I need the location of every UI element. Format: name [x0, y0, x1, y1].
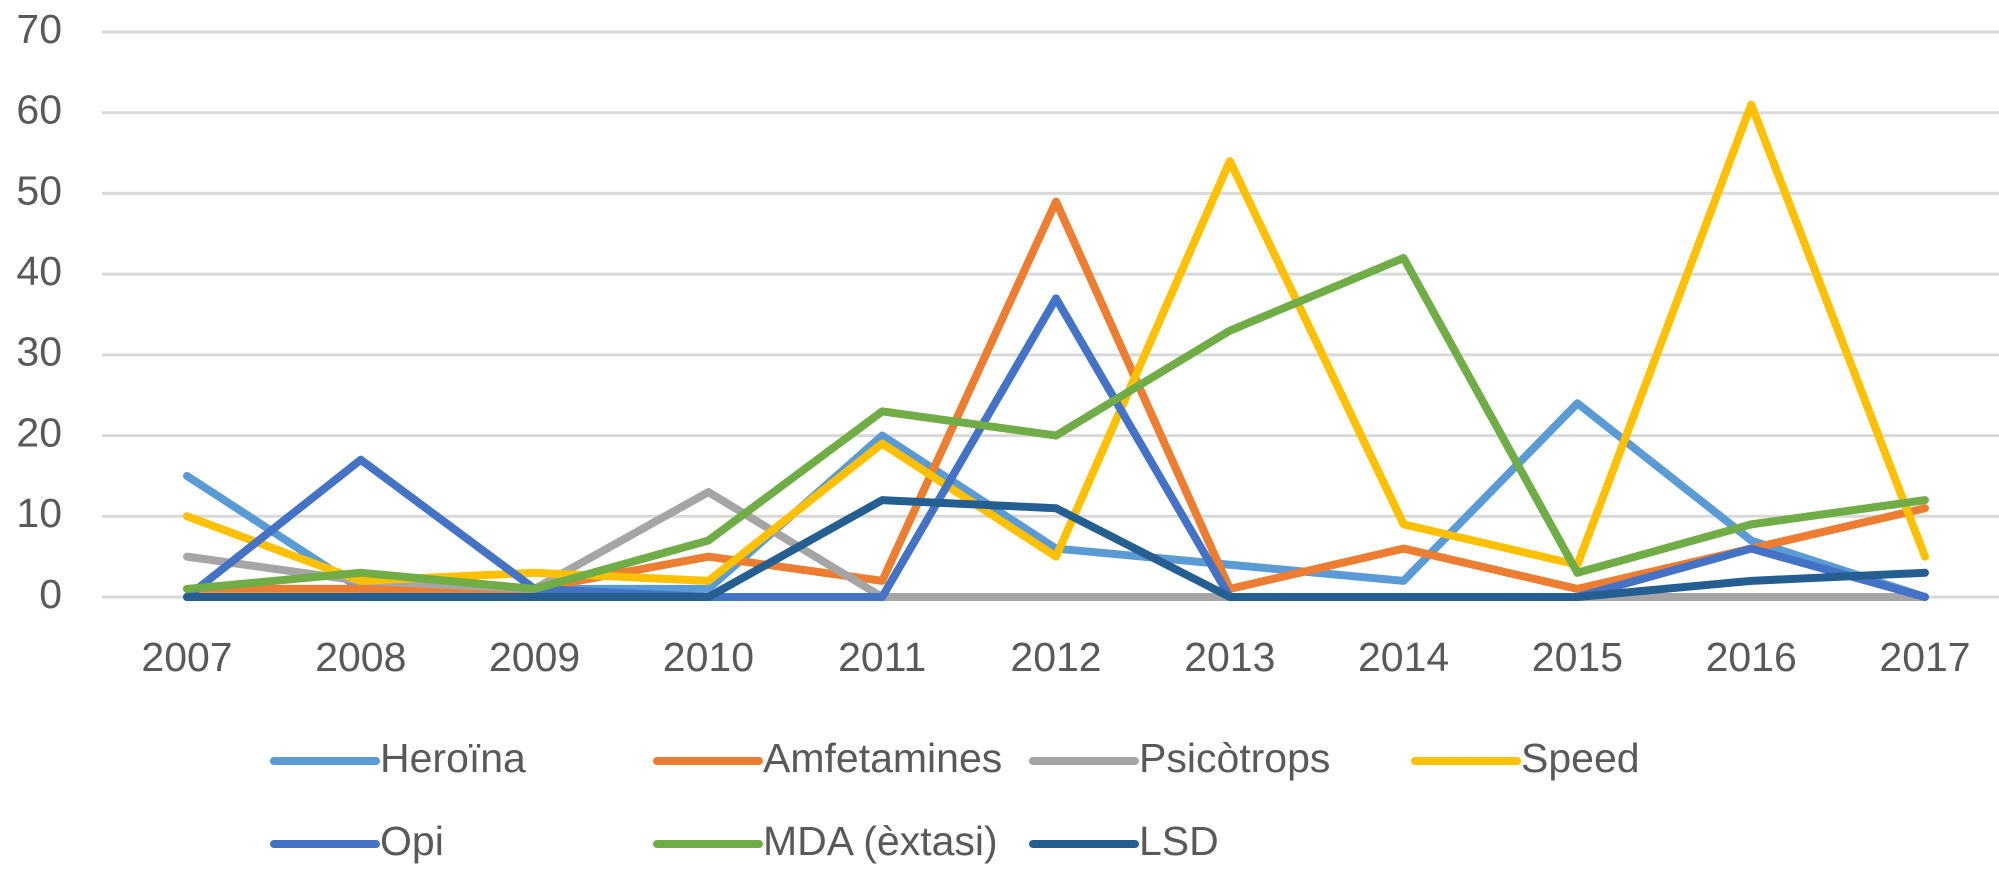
- x-tick-label: 2009: [489, 634, 580, 680]
- y-tick-label: 40: [16, 248, 62, 294]
- legend-label: Speed: [1521, 735, 1640, 781]
- x-tick-label: 2015: [1532, 634, 1623, 680]
- legend-label: MDA (èxtasi): [763, 818, 998, 864]
- y-tick-label: 60: [16, 87, 62, 133]
- legend-label: LSD: [1139, 818, 1219, 864]
- x-tick-label: 2007: [141, 634, 232, 680]
- x-tick-label: 2014: [1358, 634, 1449, 680]
- y-tick-label: 10: [16, 490, 62, 536]
- x-tick-label: 2017: [1879, 634, 1970, 680]
- y-tick-label: 70: [16, 6, 62, 52]
- x-tick-label: 2011: [838, 634, 926, 680]
- x-tick-label: 2013: [1184, 634, 1275, 680]
- series-line: [183, 197, 1929, 593]
- y-tick-label: 0: [39, 571, 62, 617]
- legend-label: Amfetamines: [763, 735, 1002, 781]
- y-tick-label: 30: [16, 329, 62, 375]
- legend-label: Heroïna: [380, 735, 526, 781]
- series-line: [183, 254, 1929, 593]
- legend-label: Psicòtrops: [1139, 735, 1330, 781]
- legend-label: Opi: [380, 818, 444, 864]
- y-tick-label: 20: [16, 409, 62, 455]
- x-tick-label: 2012: [1010, 634, 1101, 680]
- x-tick-label: 2016: [1706, 634, 1797, 680]
- x-tick-label: 2010: [663, 634, 754, 680]
- y-tick-label: 50: [16, 167, 62, 213]
- x-tick-label: 2008: [315, 634, 406, 680]
- series-line: [183, 294, 1929, 601]
- series-line: [183, 496, 1929, 601]
- series-line: [183, 100, 1929, 585]
